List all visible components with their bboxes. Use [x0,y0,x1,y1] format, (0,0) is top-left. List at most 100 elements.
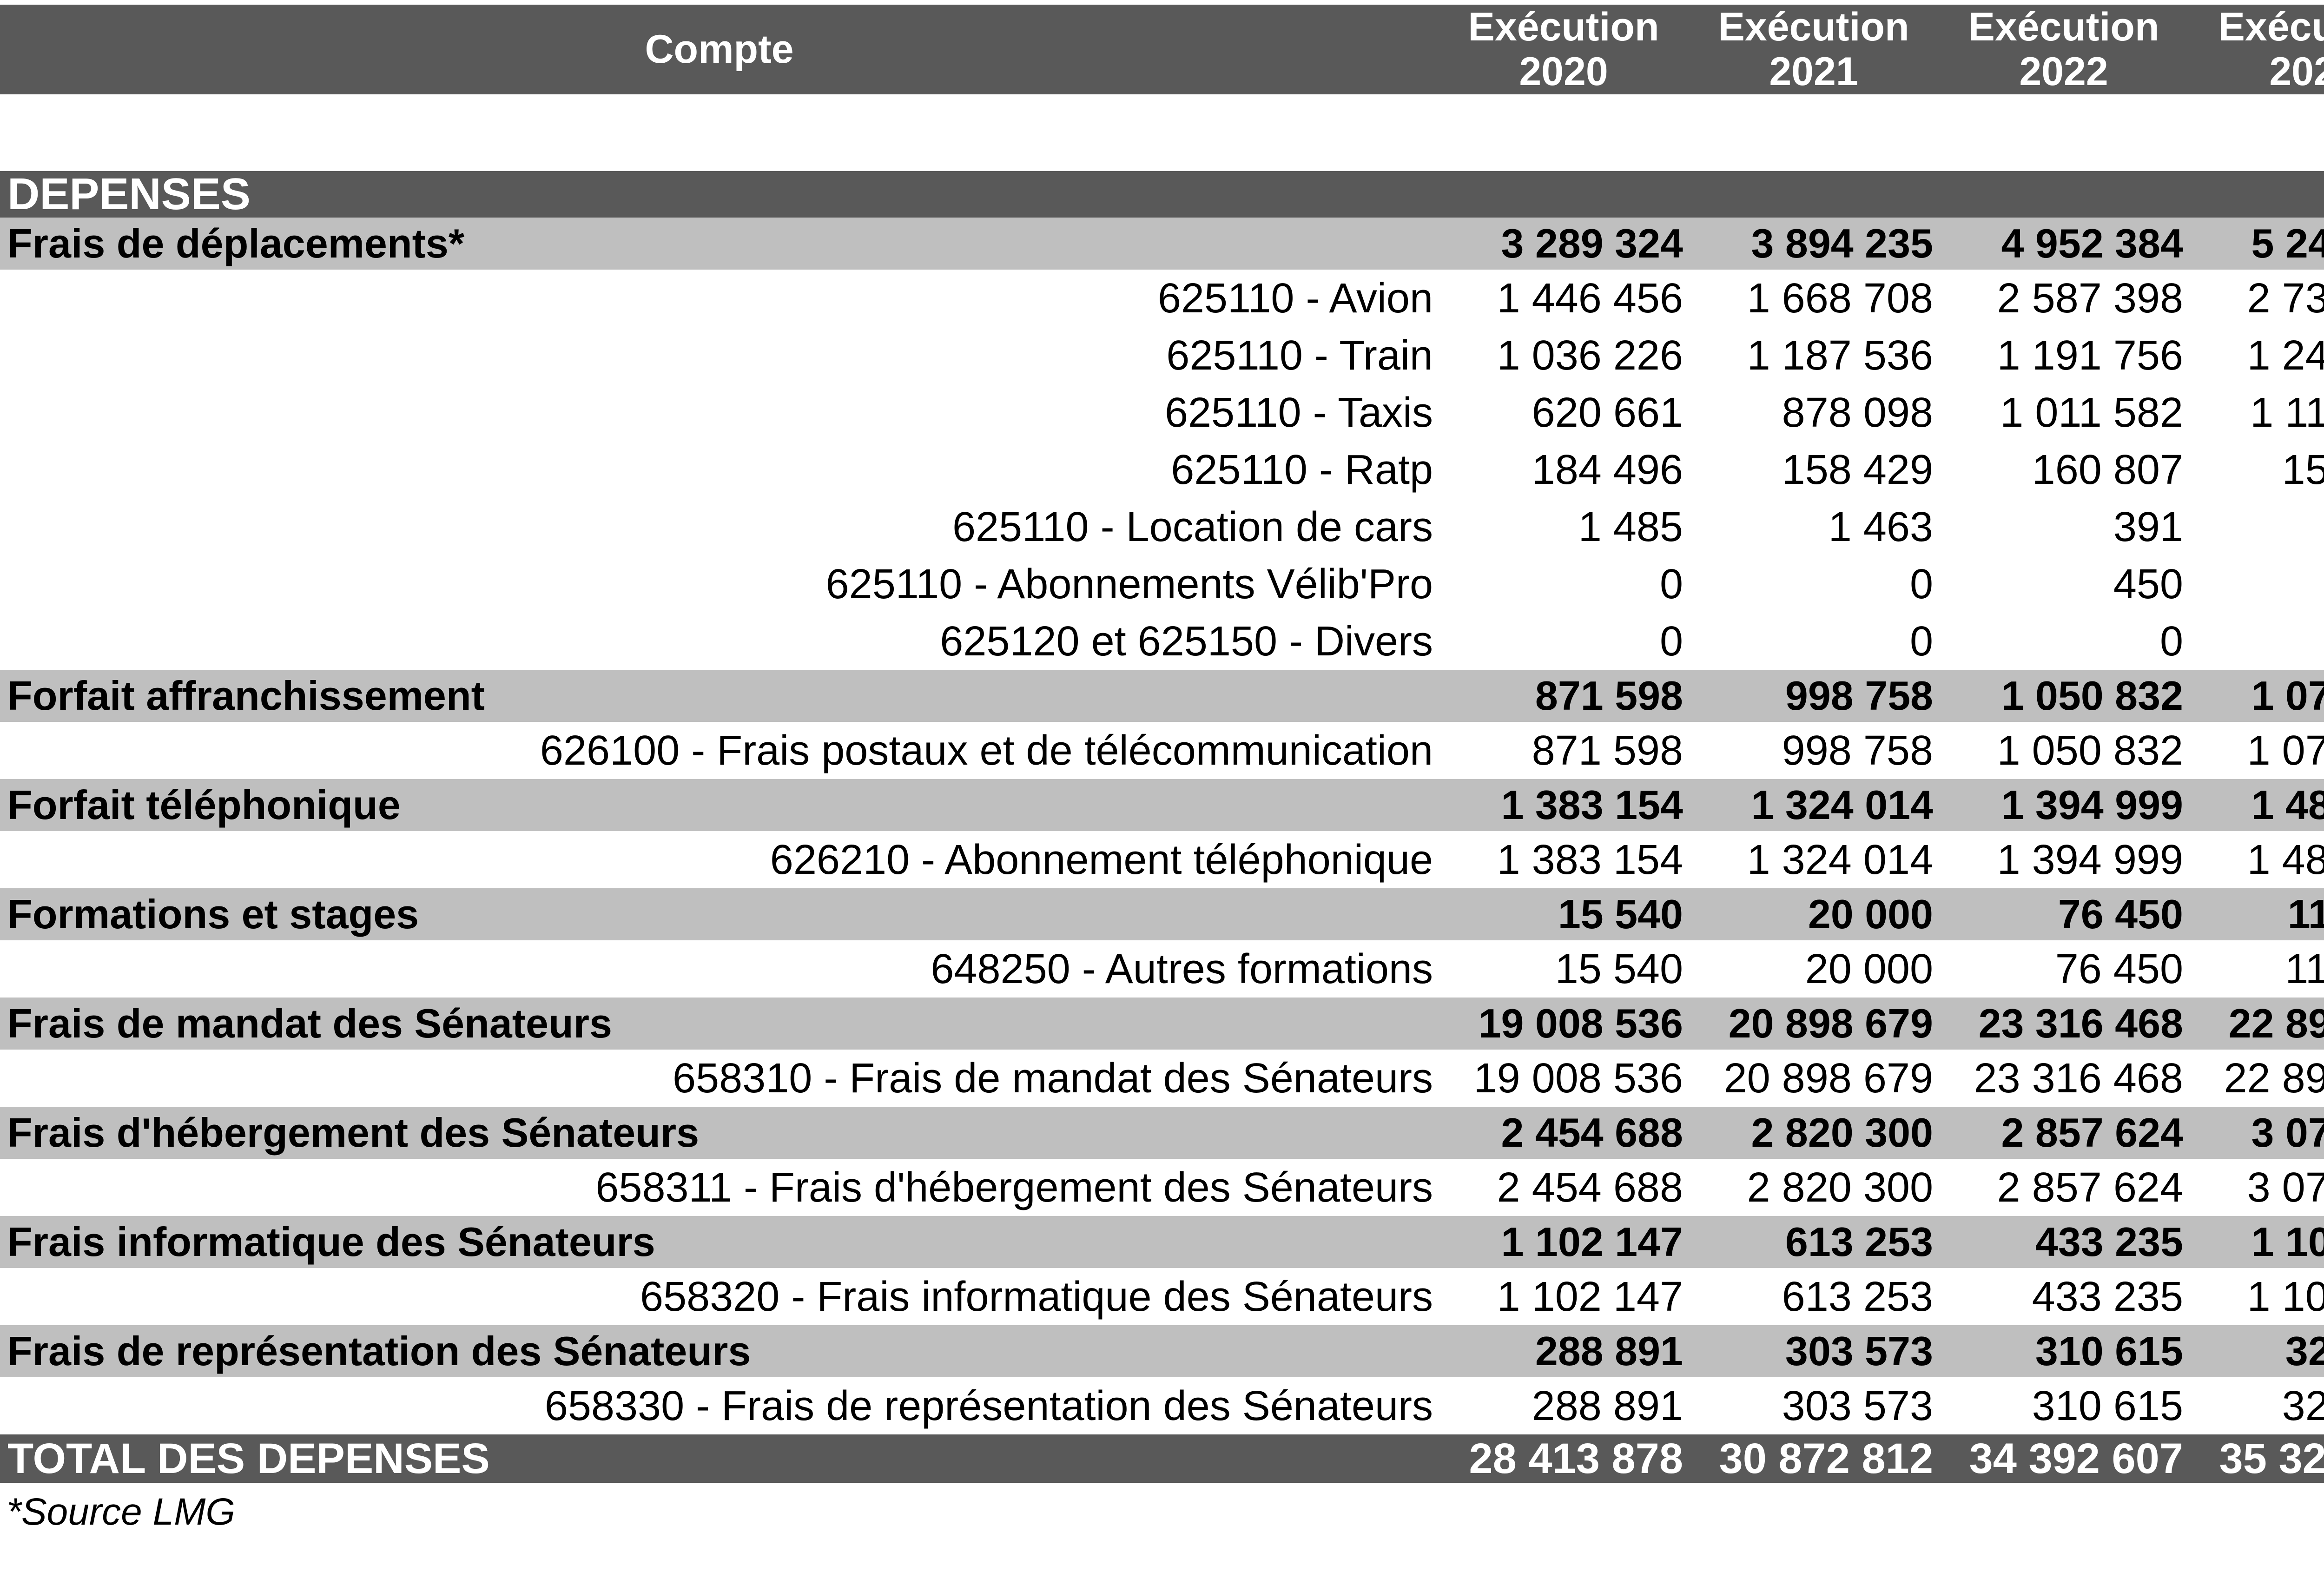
detail-row: 658310 - Frais de mandat des Sénateurs 19… [0,1050,2324,1107]
value-cell: 1 324 014 [1689,779,1939,832]
year-column-header-2020: Exécution 2020 [1439,5,1689,94]
section-row: Frais informatique des Sénateurs 1 102 14… [0,1216,2324,1268]
banner-empty-cell [1689,171,1939,218]
detail-row: 626210 - Abonnement téléphonique 1 383 15… [0,831,2324,889]
value-cell: 620 661 [1439,384,1689,442]
value-cell: 19 008 536 [1439,998,1689,1050]
section-row: Frais de représentation des Sénateurs 288… [0,1325,2324,1378]
value-cell: 35 321 128 [2189,1434,2324,1483]
value-cell: 2 857 624 [1939,1107,2189,1159]
value-cell: 1 074 664 [2189,722,2324,780]
row-label: Frais de représentation des Sénateurs [0,1325,1439,1378]
value-cell: 1 383 154 [1439,831,1689,889]
row-label: 625110 - Train [0,327,1439,384]
value-cell: 20 000 [1689,888,1939,941]
banner-empty-cell [1939,171,2189,218]
value-cell: 19 008 536 [1439,1050,1689,1107]
value-cell: 15 540 [1439,888,1689,941]
row-label: 625110 - Ratp [0,441,1439,499]
value-cell: 22 897 822 [2189,998,2324,1050]
value-cell: 1 241 861 [2189,327,2324,384]
detail-row: 625110 - Taxis 620 661 878 098 1 011 582 1 1… [0,384,2324,442]
section-row: Forfait affranchissement 871 598 998 758 1 … [0,670,2324,722]
row-label: 625110 - Avion [0,270,1439,327]
compte-column-header: Compte [0,5,1439,94]
value-cell: 1 668 708 [1689,270,1939,327]
row-label: 625120 et 625150 - Divers [0,613,1439,670]
value-cell: 2 454 688 [1439,1159,1689,1216]
value-cell: 3 070 476 [2189,1159,2324,1216]
value-cell: 1 482 359 [2189,779,2324,832]
value-cell: 76 450 [1939,940,2189,998]
row-label: 626210 - Abonnement téléphonique [0,831,1439,889]
detail-row: 625110 - Train 1 036 226 1 187 536 1 191 75… [0,327,2324,384]
value-cell: 0 [1439,555,1689,613]
value-cell: 0 [1439,613,1689,670]
value-cell: 1 482 359 [2189,831,2324,889]
row-label: 658310 - Frais de mandat des Sénateurs [0,1050,1439,1107]
value-cell: 2 857 624 [1939,1159,2189,1216]
value-cell: 76 450 [1939,888,2189,941]
value-cell: 1 324 014 [1689,831,1939,889]
row-label: Forfait téléphonique [0,779,1439,832]
value-cell: 160 807 [1939,441,2189,499]
value-cell: 998 758 [1689,722,1939,780]
value-cell: 20 898 679 [1689,998,1939,1050]
value-cell: 3 894 235 [1689,218,1939,270]
depenses-banner-row: DEPENSES [0,171,2324,218]
row-label: 625110 - Location de cars [0,498,1439,556]
value-cell: 0 [1939,613,2189,670]
expense-execution-table: Compte Exécution 2020 Exécution 2021 Exécutio… [0,5,2324,1483]
value-cell: 155 842 [2189,441,2324,499]
value-cell: 23 316 468 [1939,1050,2189,1107]
value-cell: 303 573 [1689,1377,1939,1435]
value-cell: 20 898 679 [1689,1050,1939,1107]
banner-empty-cell [2189,171,2324,218]
value-cell: 3 289 324 [1439,218,1689,270]
value-cell: 2 820 300 [1689,1159,1939,1216]
detail-row: 658311 - Frais d'hébergement des Sénateu… [0,1159,2324,1216]
row-label: TOTAL DES DEPENSES [0,1434,1439,1483]
value-cell: 117 533 [2189,940,2324,998]
value-cell: 1 107 498 [2189,1216,2324,1268]
depenses-banner-label: DEPENSES [0,171,1439,218]
value-cell: 998 758 [1689,670,1939,722]
value-cell: 450 [1939,555,2189,613]
section-row: Frais d'hébergement des Sénateurs 2 454 6… [0,1107,2324,1159]
row-label: 626100 - Frais postaux et de télécommuni… [0,722,1439,780]
detail-row: 625110 - Avion 1 446 456 1 668 708 2 587 39… [0,270,2324,327]
value-cell: 871 598 [1439,670,1689,722]
value-cell: 158 429 [1689,441,1939,499]
value-cell: 3 070 476 [2189,1107,2324,1159]
value-cell: 1 074 664 [2189,670,2324,722]
year-column-header-2023: Exécution2023 [2189,5,2324,94]
value-cell: 1 485 [1439,498,1689,556]
value-cell: 433 235 [1939,1268,2189,1326]
value-cell: 310 615 [1939,1377,2189,1435]
value-cell: 878 098 [1689,384,1939,442]
value-cell: 391 [1939,498,2189,556]
value-cell: 184 496 [1439,441,1689,499]
spacer-row [0,94,2324,171]
row-label: Formations et stages [0,888,1439,941]
row-label: 658320 - Frais informatique des Sénateur… [0,1268,1439,1326]
value-cell: 324 256 [2189,1325,2324,1378]
value-cell: 1 102 147 [1439,1216,1689,1268]
value-cell: 613 253 [1689,1268,1939,1326]
value-cell: 1 463 [1689,498,1939,556]
total-row: TOTAL DES DEPENSES 28 413 878 30 872 812 34… [0,1434,2324,1483]
value-cell: 1 036 226 [1439,327,1689,384]
value-cell: 5 246 520 [2189,218,2324,270]
row-label: 625110 - Taxis [0,384,1439,442]
value-cell: 1 187 536 [1689,327,1939,384]
year-column-header-2021: Exécution 2021 [1689,5,1939,94]
value-cell: 34 392 607 [1939,1434,2189,1483]
row-label: 658330 - Frais de représentation des Sén… [0,1377,1439,1435]
row-label: 648250 - Autres formations [0,940,1439,998]
value-cell: 20 000 [1689,940,1939,998]
source-footnote: *Source LMG [7,1491,236,1533]
value-cell: 30 872 812 [1689,1434,1939,1483]
value-cell: 1 169 [2189,555,2324,613]
